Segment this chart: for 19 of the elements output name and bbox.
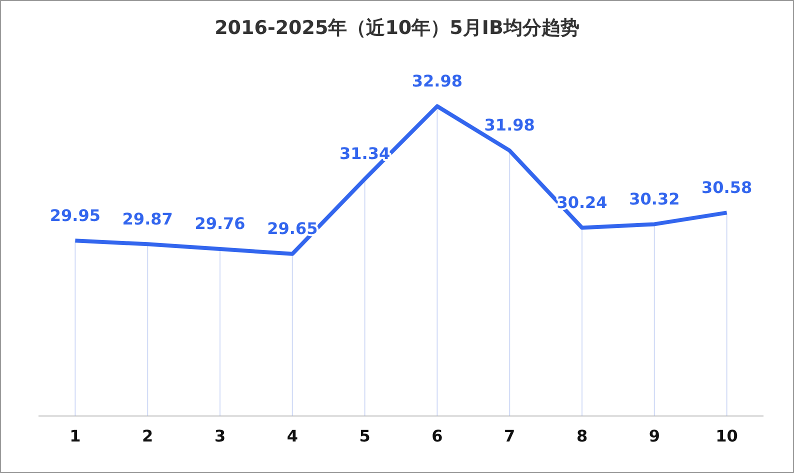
data-label: 29.95 — [50, 206, 101, 225]
x-tick-label: 6 — [432, 426, 443, 446]
x-tick-label: 9 — [648, 426, 660, 446]
x-tick-label: 8 — [576, 426, 588, 446]
x-tick-label: 5 — [359, 426, 370, 446]
x-tick-label: 7 — [504, 426, 516, 446]
data-label: 29.76 — [194, 214, 246, 234]
x-tick-label: 4 — [286, 426, 298, 446]
x-tick-label: 1 — [70, 426, 81, 446]
x-tick-label: 10 — [716, 426, 738, 446]
data-label: 30.32 — [629, 189, 680, 208]
data-label: 31.98 — [484, 116, 535, 135]
data-label: 29.87 — [122, 209, 173, 228]
data-label: 30.58 — [701, 178, 752, 197]
data-label: 31.34 — [339, 144, 390, 164]
chart-title: 2016-2025年（近10年）5月IB均分趋势 — [214, 16, 580, 41]
x-tick-label: 2 — [142, 426, 154, 446]
x-tick-label: 3 — [214, 426, 226, 446]
data-label: 32.98 — [412, 71, 463, 90]
